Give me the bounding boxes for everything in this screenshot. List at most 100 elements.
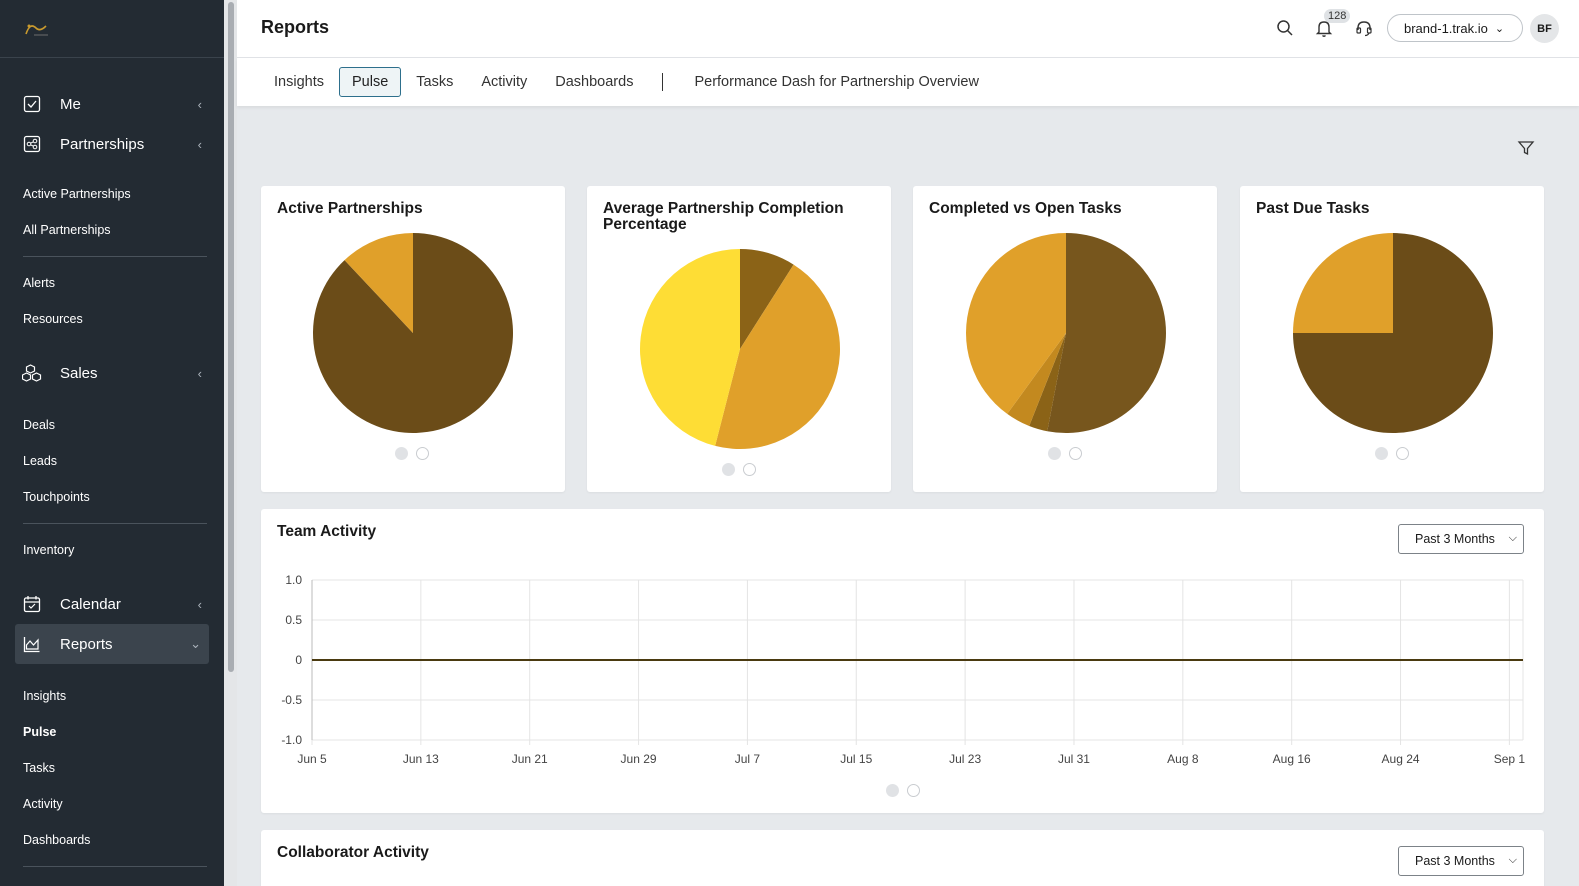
carousel-dot[interactable] [416,447,429,460]
tab-activity[interactable]: Activity [481,74,528,90]
pie-slice[interactable] [966,233,1066,414]
pie-slice[interactable] [639,249,740,446]
chevron-down-icon: ⌵ [1508,854,1517,866]
domain-selector[interactable]: brand-1.trak.io ⌄ [1387,14,1523,42]
sidebar-item-resources[interactable]: Resources [23,312,83,326]
sidebar-item-activity[interactable]: Activity [23,797,63,811]
completed-vs-open-card: Completed vs Open Tasks [913,186,1217,492]
card-title: Average Partnership Completion Percentag… [603,200,844,233]
nav-section-label: Calendar [60,595,121,613]
sidebar-item-insights[interactable]: Insights [23,689,67,703]
chevron-left-icon: ‹ [197,136,202,152]
carousel-dot[interactable] [722,463,735,476]
nav-section-partnerships[interactable]: Partnerships ‹ [0,124,224,164]
carousel-dot[interactable] [1069,447,1082,460]
chevron-left-icon: ‹ [197,365,202,381]
x-tick-label: Aug 16 [1273,752,1311,766]
pie-slice[interactable] [740,249,794,349]
calendar-icon [22,594,42,614]
y-tick-label: 0.5 [285,613,302,627]
sidebar-item-dashboards[interactable]: Dashboards [23,833,91,847]
divider [23,523,207,524]
divider [23,866,207,867]
range-select-value: Past 3 Months [1415,854,1495,868]
pie-slice[interactable] [344,233,413,333]
pie-slice[interactable] [1047,233,1166,433]
y-tick-label: -1.0 [281,733,302,747]
checkbox-icon [22,94,42,114]
support-headset-icon[interactable] [1354,18,1374,38]
sidebar-scrollbar-thumb[interactable] [228,2,234,672]
chart-icon [22,634,42,654]
pie-slice[interactable] [1293,233,1393,333]
tab-dashboards[interactable]: Dashboards [555,74,634,90]
carousel-dots [722,463,756,476]
card-title: Collaborator Activity [277,844,429,861]
tab-insights[interactable]: Insights [274,74,324,90]
completed-vs-open-pie [966,233,1166,433]
x-tick-label: Jun 5 [297,752,327,766]
x-tick-label: Aug 8 [1167,752,1199,766]
sidebar-item-inventory[interactable]: Inventory [23,543,75,557]
search-icon[interactable] [1275,18,1295,38]
nav-section-me[interactable]: Me ‹ [0,84,224,124]
sidebar-item-all-partnerships[interactable]: All Partnerships [23,223,111,237]
reports-tab-bar: Insights Pulse Tasks Activity Dashboards… [237,58,1579,106]
sidebar-item-alerts[interactable]: Alerts [23,276,55,290]
pie-slice[interactable] [1007,333,1066,426]
collaborator-activity-card: Collaborator Activity Past 3 Months ⌵ [261,830,1544,886]
tab-performance-dashboard[interactable]: Performance Dash for Partnership Overvie… [694,74,979,90]
tab-tasks[interactable]: Tasks [416,74,454,90]
sidebar-item-tasks[interactable]: Tasks [23,761,55,775]
divider [23,256,207,257]
carousel-dots [1375,447,1409,460]
nav-section-sales[interactable]: Sales ‹ [0,353,224,393]
nav-section-label: Reports [60,635,113,653]
sidebar-item-touchpoints[interactable]: Touchpoints [23,490,90,504]
card-title: Active Partnerships [277,200,423,217]
domain-label: brand-1.trak.io [1404,20,1488,36]
logo[interactable] [0,0,224,58]
carousel-dot[interactable] [1375,447,1388,460]
nav-section-calendar[interactable]: Calendar ‹ [0,584,224,624]
carousel-dot[interactable] [886,784,899,797]
tab-pulse[interactable]: Pulse [338,67,402,97]
pie-slice[interactable] [1029,333,1066,432]
active-partnerships-card: Active Partnerships [261,186,565,492]
sidebar-item-pulse[interactable]: Pulse [23,725,57,739]
x-tick-label: Jun 13 [403,752,439,766]
partnerships-icon [22,134,42,154]
carousel-dot[interactable] [1396,447,1409,460]
y-tick-label: -0.5 [281,693,302,707]
bell-icon[interactable] [1314,18,1334,38]
carousel-dots [886,784,920,797]
avg-completion-card: Average Partnership Completion Percentag… [587,186,891,492]
carousel-dot[interactable] [395,447,408,460]
chevron-left-icon: ‹ [197,96,202,112]
card-title: Team Activity [277,523,377,540]
filter-icon[interactable] [1517,139,1535,157]
x-tick-label: Jul 7 [735,752,761,766]
carousel-dot[interactable] [907,784,920,797]
nav-section-label: Me [60,95,81,113]
sidebar-item-active-partnerships[interactable]: Active Partnerships [23,187,131,201]
collaborator-activity-range-select[interactable]: Past 3 Months ⌵ [1398,846,1524,876]
avatar[interactable]: BF [1530,14,1559,43]
chevron-down-icon: ⌵ [1508,532,1517,544]
sidebar: Me ‹ Partnerships ‹ Active Partnerships … [0,0,224,886]
range-select-value: Past 3 Months [1415,532,1495,546]
pie-slice[interactable] [715,264,840,449]
team-activity-range-select[interactable]: Past 3 Months ⌵ [1398,524,1524,554]
past-due-card: Past Due Tasks [1240,186,1544,492]
sidebar-item-leads[interactable]: Leads [23,454,58,468]
nav-section-reports[interactable]: Reports ⌄ [15,624,209,664]
x-tick-label: Sep 1 [1494,752,1526,766]
x-tick-label: Jul 23 [949,752,981,766]
carousel-dot[interactable] [1048,447,1061,460]
sidebar-item-deals[interactable]: Deals [23,418,55,432]
brand-logo-icon [25,24,48,35]
x-tick-label: Aug 24 [1382,752,1420,766]
carousel-dot[interactable] [743,463,756,476]
page-title: Reports [261,17,330,37]
y-tick-label: 0 [295,653,302,667]
